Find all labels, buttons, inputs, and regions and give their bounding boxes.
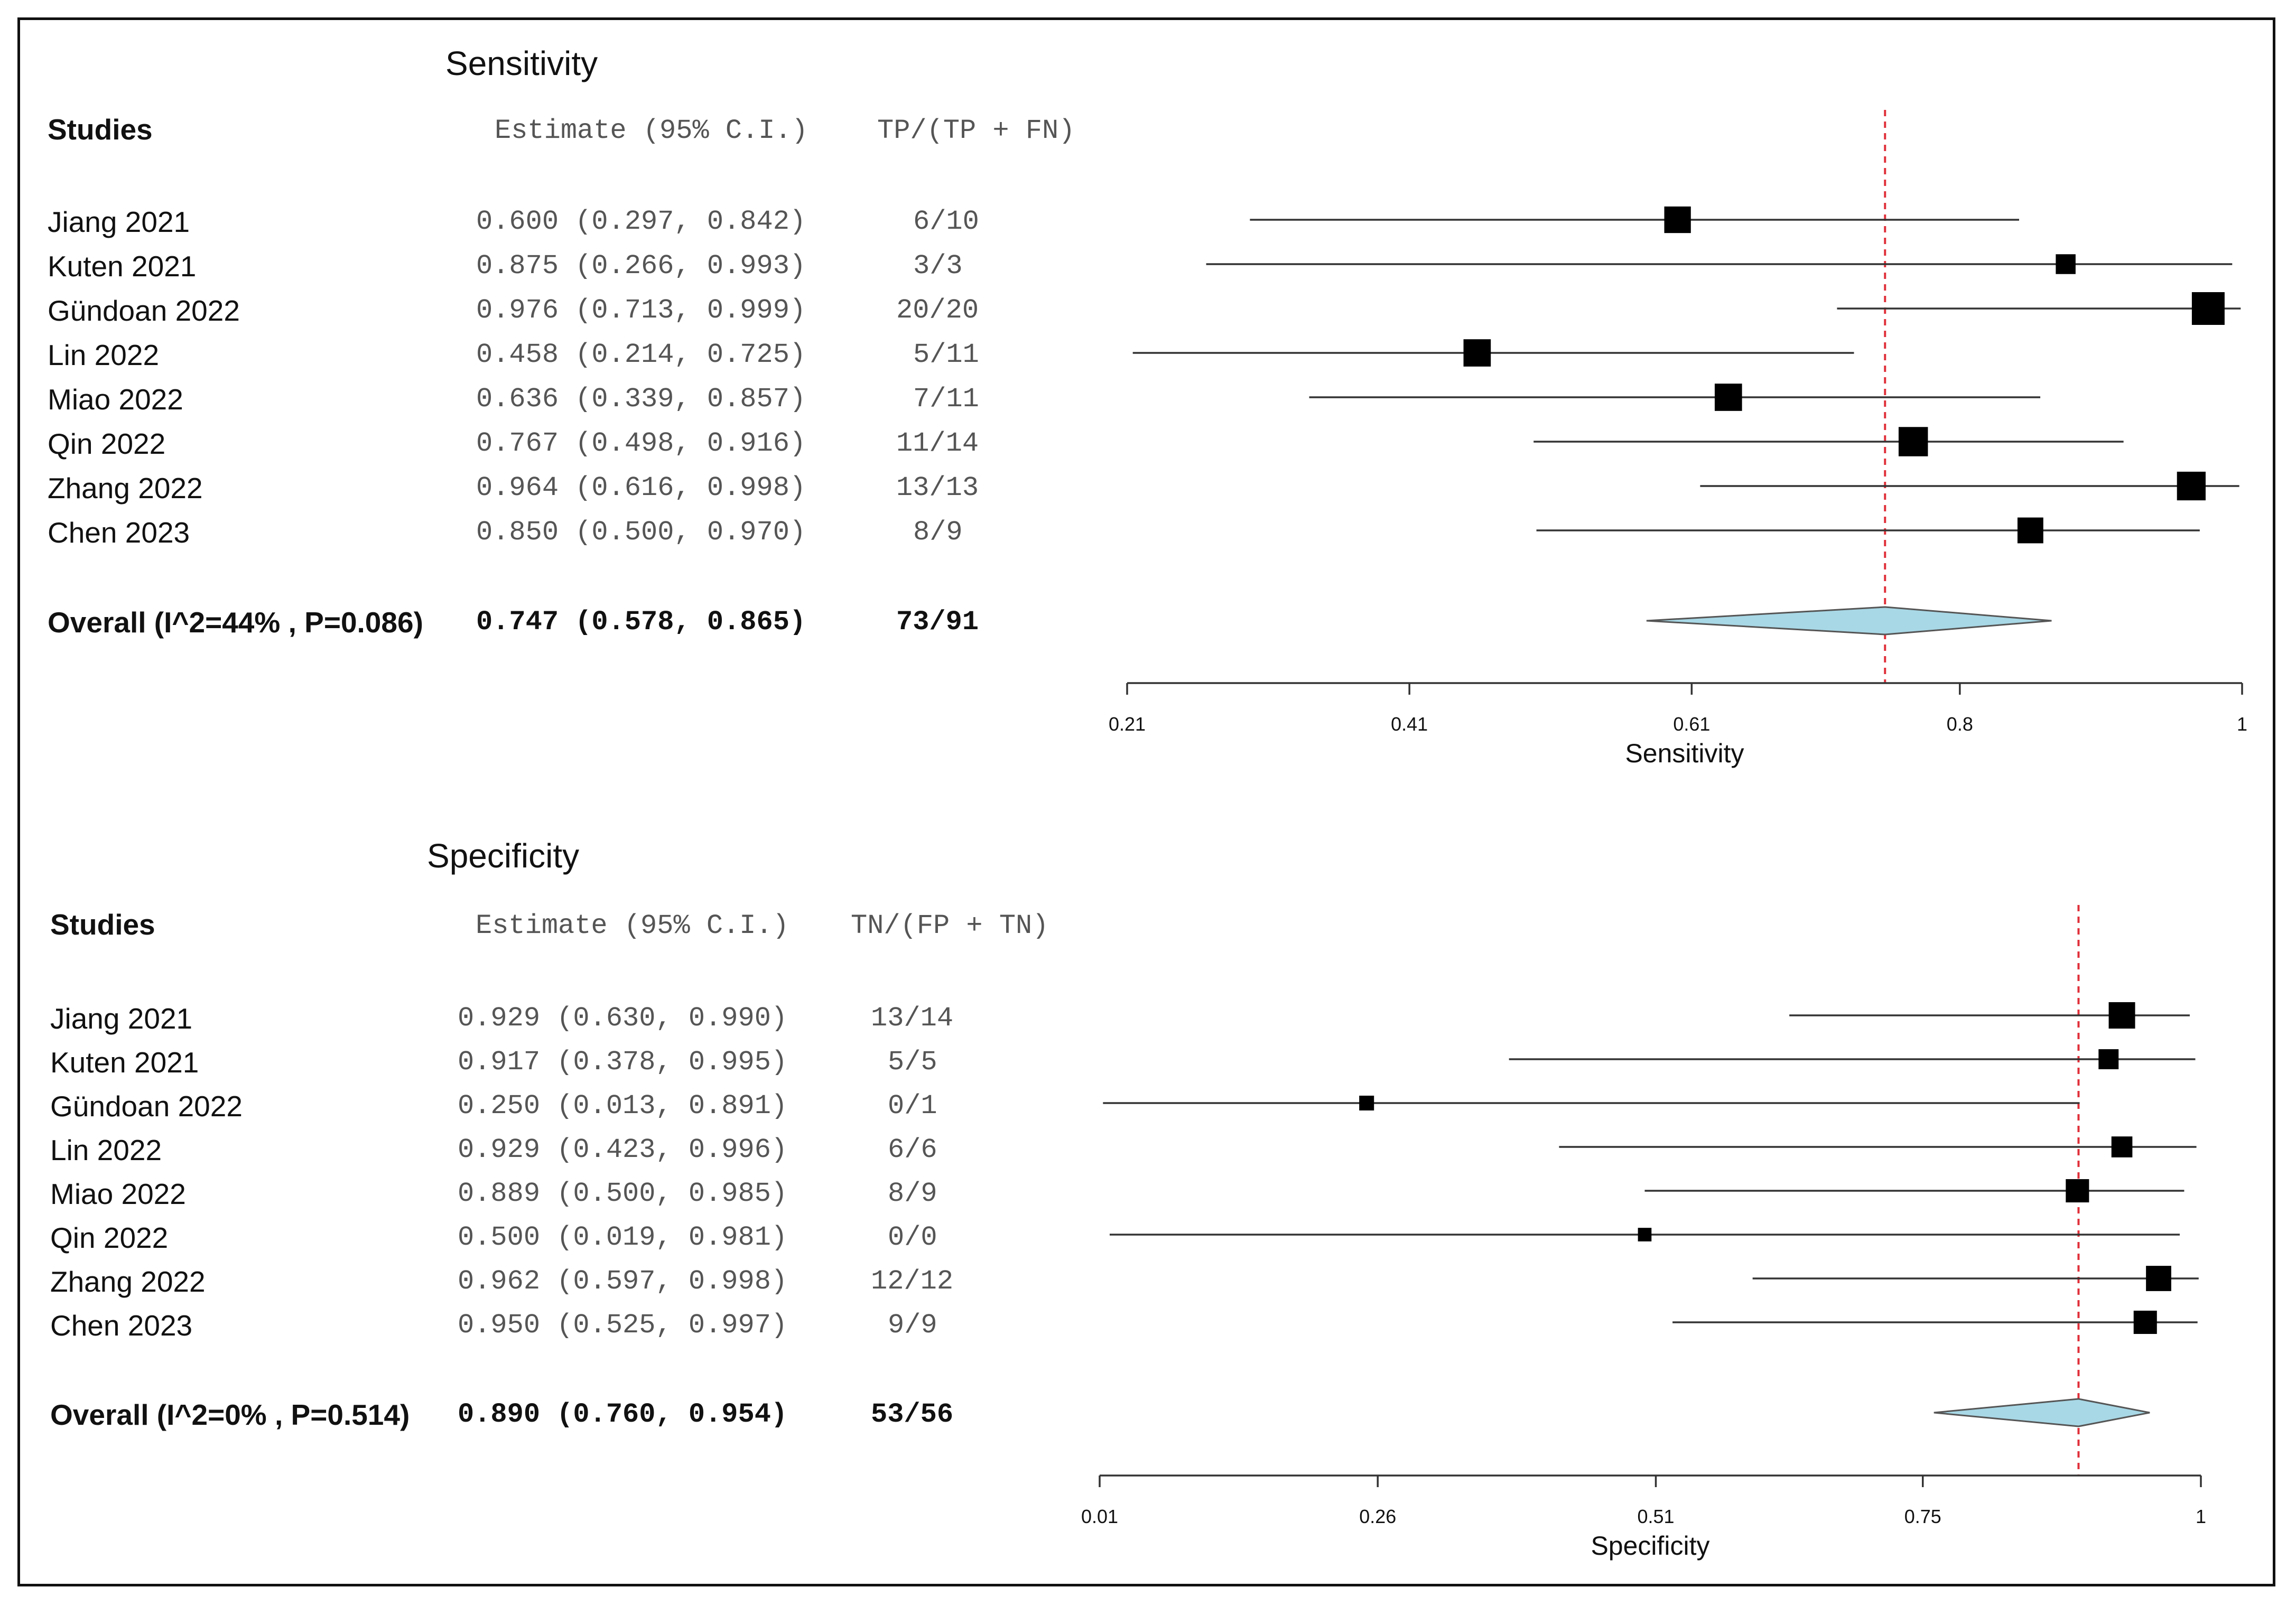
study-count: 7/11: [913, 384, 979, 415]
study-count: 9/9: [888, 1310, 937, 1341]
study-estimate-marker: [2108, 1002, 2135, 1029]
x-tick-label: 1: [2196, 1506, 2206, 1527]
panel-title: Specificity: [427, 837, 580, 875]
study-estimate: 0.964 (0.616, 0.998): [476, 472, 806, 503]
x-tick-label: 0.61: [1673, 713, 1710, 735]
panel-title: Sensitivity: [445, 44, 598, 82]
overall-estimate: 0.747 (0.578, 0.865): [476, 606, 806, 638]
study-count: 12/12: [871, 1266, 954, 1297]
study-label: Kuten 2021: [50, 1046, 199, 1079]
study-estimate: 0.600 (0.297, 0.842): [476, 206, 806, 237]
x-axis-label: Sensitivity: [1625, 739, 1744, 768]
study-label: Qin 2022: [48, 427, 166, 460]
study-count: 11/14: [896, 428, 979, 459]
study-label: Jiang 2021: [50, 1002, 193, 1035]
overall-diamond: [1934, 1398, 2150, 1427]
study-count: 6/10: [913, 206, 979, 237]
x-tick-label: 0.01: [1081, 1506, 1118, 1527]
sensitivity-forest-plot: 0.21 0.41 0.61 0.8 1 Sensitivity: [1109, 110, 2247, 768]
study-count: 13/14: [871, 1003, 954, 1034]
study-estimate-marker: [2111, 1136, 2133, 1157]
studies-header: Studies: [48, 113, 153, 146]
study-estimate: 0.636 (0.339, 0.857): [476, 384, 806, 415]
study-estimate-marker: [1714, 384, 1742, 411]
study-estimate: 0.767 (0.498, 0.916): [476, 428, 806, 459]
x-axis-label: Specificity: [1591, 1531, 1709, 1561]
study-estimate: 0.976 (0.713, 0.999): [476, 295, 806, 326]
study-label: Qin 2022: [50, 1221, 169, 1254]
study-label: Jiang 2021: [48, 206, 190, 238]
study-count: 8/9: [913, 517, 963, 548]
study-label: Gündoan 2022: [48, 294, 240, 327]
overall-label: Overall (I^2=0% , P=0.514): [50, 1398, 410, 1431]
studies-header: Studies: [50, 908, 155, 941]
study-estimate: 0.929 (0.630, 0.990): [458, 1003, 788, 1034]
study-estimate: 0.929 (0.423, 0.996): [458, 1134, 788, 1165]
count-header: TN/(FP + TN): [851, 910, 1049, 941]
study-estimate-marker: [2098, 1049, 2119, 1069]
estimate-header: Estimate (95% C.I.): [495, 115, 808, 146]
study-label: Chen 2023: [50, 1309, 193, 1342]
study-estimate-marker: [2146, 1266, 2171, 1291]
study-estimate: 0.962 (0.597, 0.998): [458, 1266, 788, 1297]
count-header: TP/(TP + FN): [877, 115, 1075, 146]
study-label: Zhang 2022: [48, 472, 203, 505]
study-label: Zhang 2022: [50, 1265, 206, 1298]
study-estimate: 0.458 (0.214, 0.725): [476, 339, 806, 370]
study-estimate-marker: [1664, 206, 1691, 234]
study-label: Lin 2022: [48, 339, 160, 371]
overall-count: 53/56: [871, 1399, 954, 1430]
study-count: 5/11: [913, 339, 979, 370]
study-estimate-marker: [2056, 254, 2076, 274]
study-estimate: 0.500 (0.019, 0.981): [458, 1222, 788, 1253]
study-estimate: 0.850 (0.500, 0.970): [476, 517, 806, 548]
study-estimate: 0.917 (0.378, 0.995): [458, 1047, 788, 1078]
x-tick-label: 0.21: [1109, 713, 1146, 735]
specificity-forest-plot: 0.01 0.26 0.51 0.75 1 Specificity: [1081, 905, 2206, 1561]
x-tick-label: 0.8: [1947, 713, 1973, 735]
study-estimate-marker: [1638, 1228, 1652, 1241]
specificity-panel: Specificity Studies Estimate (95% C.I.) …: [20, 807, 2273, 1584]
study-count: 0/1: [888, 1090, 937, 1122]
estimate-header: Estimate (95% C.I.): [476, 910, 789, 941]
overall-estimate: 0.890 (0.760, 0.954): [458, 1399, 788, 1430]
study-estimate: 0.250 (0.013, 0.891): [458, 1090, 788, 1122]
study-count: 0/0: [888, 1222, 937, 1253]
study-estimate: 0.950 (0.525, 0.997): [458, 1310, 788, 1341]
x-tick-label: 0.75: [1904, 1506, 1941, 1527]
study-estimate: 0.875 (0.266, 0.993): [476, 250, 806, 282]
study-estimate-marker: [1898, 427, 1928, 456]
x-tick-label: 0.26: [1359, 1506, 1396, 1527]
sensitivity-panel: Sensitivity Studies Estimate (95% C.I.) …: [20, 20, 2273, 807]
study-estimate-marker: [2177, 471, 2206, 501]
study-estimate-marker: [2191, 292, 2225, 325]
study-count: 3/3: [913, 250, 963, 282]
study-label: Kuten 2021: [48, 250, 197, 283]
study-estimate-marker: [2133, 1310, 2157, 1334]
overall-diamond: [1646, 606, 2052, 636]
study-label: Chen 2023: [48, 516, 190, 549]
study-estimate: 0.889 (0.500, 0.985): [458, 1178, 788, 1209]
study-label: Miao 2022: [50, 1178, 186, 1210]
overall-count: 73/91: [896, 606, 979, 638]
study-estimate-marker: [2017, 517, 2043, 544]
study-count: 6/6: [888, 1134, 937, 1165]
study-count: 8/9: [888, 1178, 937, 1209]
study-estimate-marker: [2066, 1179, 2089, 1203]
study-count: 20/20: [896, 295, 979, 326]
overall-label: Overall (I^2=44% , P=0.086): [48, 606, 423, 639]
study-estimate-marker: [1463, 339, 1491, 367]
study-count: 5/5: [888, 1047, 937, 1078]
study-label: Gündoan 2022: [50, 1090, 243, 1123]
study-label: Miao 2022: [48, 383, 183, 416]
figure-frame: Sensitivity Studies Estimate (95% C.I.) …: [17, 17, 2275, 1586]
x-tick-label: 1: [2237, 713, 2247, 735]
study-estimate-marker: [1359, 1095, 1374, 1111]
x-tick-label: 0.41: [1391, 713, 1428, 735]
x-tick-label: 0.51: [1637, 1506, 1674, 1527]
study-count: 13/13: [896, 472, 979, 503]
study-label: Lin 2022: [50, 1134, 162, 1166]
